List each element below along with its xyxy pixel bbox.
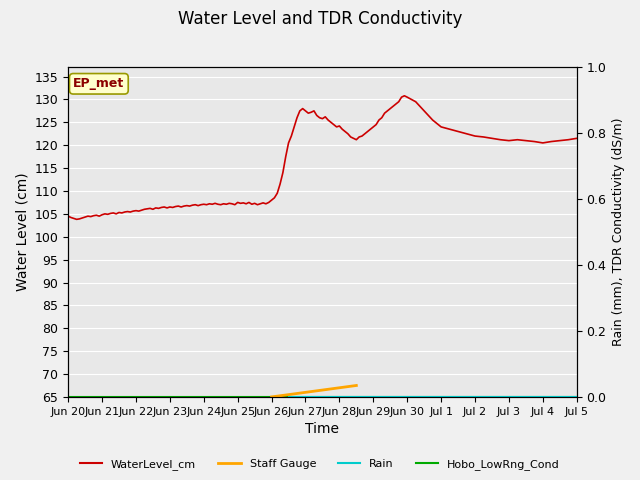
Legend: WaterLevel_cm, Staff Gauge, Rain, Hobo_LowRng_Cond: WaterLevel_cm, Staff Gauge, Rain, Hobo_L… [76, 455, 564, 474]
Text: EP_met: EP_met [73, 77, 125, 90]
Text: Water Level and TDR Conductivity: Water Level and TDR Conductivity [178, 10, 462, 28]
Y-axis label: Rain (mm), TDR Conductivity (dS/m): Rain (mm), TDR Conductivity (dS/m) [612, 118, 625, 347]
X-axis label: Time: Time [305, 422, 339, 436]
Y-axis label: Water Level (cm): Water Level (cm) [15, 173, 29, 291]
